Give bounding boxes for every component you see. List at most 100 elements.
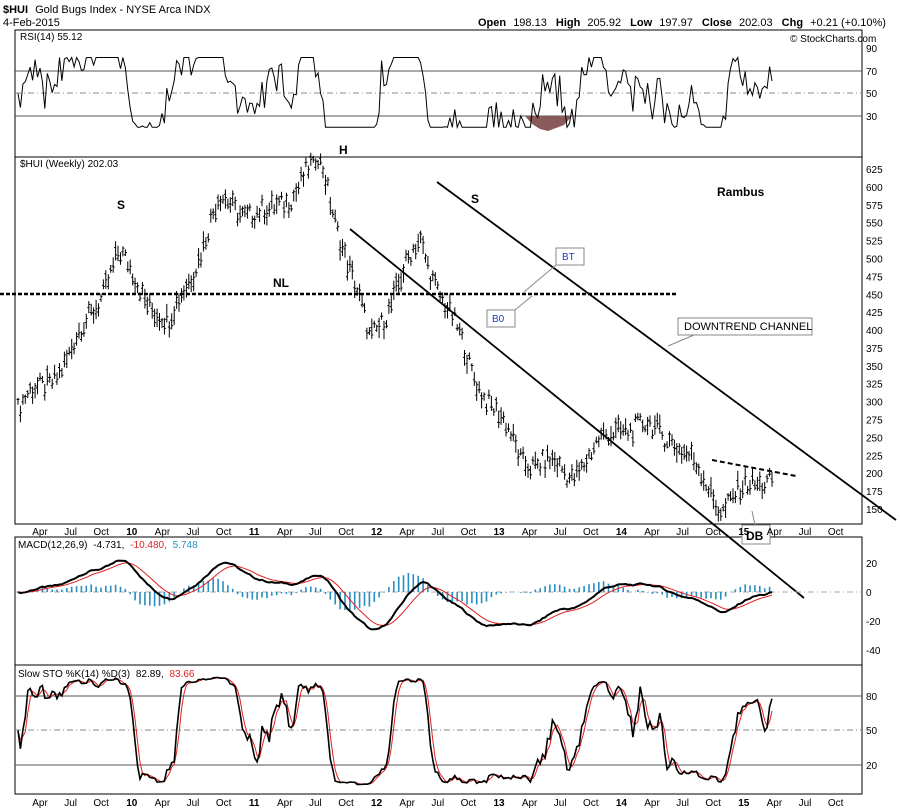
bo-callout-box: [486, 309, 516, 328]
macd-hist-bar: [705, 592, 707, 599]
macd-hist-bar: [344, 592, 346, 610]
x-axis-label: 15: [738, 798, 750, 809]
macd-hist-bar: [700, 592, 702, 598]
macd-hist-bar: [661, 592, 663, 595]
macd-hist-bar: [749, 585, 751, 592]
macd-hist-bar: [319, 589, 322, 592]
macd-tick-minus-40: -40: [866, 646, 881, 657]
macd-hist-bar: [95, 586, 97, 592]
macd-hist-bar: [715, 592, 717, 600]
head-label: H: [339, 143, 348, 157]
x-axis-label: Oct: [705, 798, 721, 809]
macd-hist-bar: [153, 592, 156, 607]
rsi-tick-90: 90: [866, 44, 878, 55]
x-axis-label: 14: [616, 798, 628, 809]
rsi-oversold-fill: [525, 116, 572, 131]
price-tick-525: 525: [866, 237, 883, 248]
macd-hist-bar: [66, 588, 68, 592]
x-axis-lower: Apr Jul Oct 10 Apr Jul Oct 11 Apr Jul Oct 12 Apr Jul O…: [32, 798, 843, 809]
macd-hist-bar: [280, 592, 283, 594]
sto-k-line: [17, 676, 773, 786]
x-axis-label: Jul: [187, 527, 200, 538]
macd-hist-bar: [295, 592, 297, 593]
macd-hist-bar: [383, 592, 385, 593]
bo-callout-pointer: [514, 295, 533, 311]
macd-hist-bar: [256, 592, 258, 600]
channel-lower-line: [349, 228, 805, 599]
macd-hist-bar: [90, 584, 92, 592]
macd-hist-bar: [149, 592, 151, 606]
x-axis-label: 13: [493, 527, 505, 538]
macd-hist-bar: [690, 592, 693, 596]
price-tick-250: 250: [866, 433, 883, 444]
macd-hist-bar: [554, 584, 556, 592]
macd-hist-bar: [109, 585, 112, 592]
macd-hist-bar: [251, 592, 254, 600]
macd-hist-bar: [305, 587, 307, 592]
x-axis-label: 14: [616, 527, 628, 538]
macd-hist-bar: [666, 592, 668, 598]
price-tick-400: 400: [866, 326, 883, 337]
x-axis-label: Apr: [277, 798, 293, 809]
macd-hist-bar: [466, 592, 468, 605]
x-axis-label: 13: [493, 798, 505, 809]
rsi-label: RSI(14) 55.12: [20, 32, 83, 43]
low-value: 197.97: [659, 17, 693, 29]
macd-hist-bar: [51, 589, 53, 592]
sto-tick-80: 80: [866, 692, 878, 703]
price-tick-550: 550: [866, 219, 883, 230]
macd-hist-bar: [558, 584, 561, 592]
macd-hist-bar: [119, 586, 122, 592]
x-axis-label: Apr: [522, 798, 538, 809]
macd-hist-bar: [485, 592, 488, 602]
x-axis-label: Jul: [554, 527, 567, 538]
rsi-line: [17, 56, 773, 130]
macd-hist-bar: [46, 588, 49, 592]
price-bars: [16, 152, 774, 522]
x-axis-label: Jul: [187, 798, 200, 809]
macd-hist-bar: [412, 574, 415, 592]
macd-hist-bar: [285, 592, 288, 594]
macd-label-prefix: MACD(12,26,9): [18, 540, 87, 551]
chart-header: $HUI Gold Bugs Index - NYSE Arca INDX 4-…: [3, 4, 886, 45]
macd-hist-value: 5.748: [173, 540, 198, 551]
close-label: Close: [702, 17, 732, 29]
macd-hist-bar: [378, 592, 380, 598]
macd-hist-bar: [222, 581, 224, 592]
macd-hist-bar: [275, 592, 278, 596]
price-tick-175: 175: [866, 487, 883, 498]
bt-callout-box: [555, 247, 585, 266]
channel-callout-pointer: [667, 334, 695, 347]
x-axis-label: 10: [126, 798, 138, 809]
x-axis-label: Jul: [676, 527, 689, 538]
price-panel: 625 600 575 550 525 500 475 450 425 400 375 350 325 3…: [0, 143, 897, 599]
macd-panel: 20 0 -20 -40 MACD(12,26,9) -4.731, -10.4…: [15, 540, 881, 657]
macd-hist-bar: [363, 592, 366, 606]
x-axis-label: Oct: [461, 798, 477, 809]
rsi-tick-70: 70: [866, 67, 878, 78]
macd-hist-bar: [763, 588, 766, 592]
bo-callout-label: B0: [492, 314, 505, 325]
price-tick-575: 575: [866, 201, 883, 212]
macd-signal-value: -10.480,: [130, 540, 167, 551]
symbol: $HUI: [3, 4, 28, 16]
rsi-tick-30: 30: [866, 112, 878, 123]
close-value: 202.03: [739, 17, 773, 29]
macd-histogram: [22, 573, 771, 611]
macd-hist-bar: [475, 592, 478, 605]
macd-hist-bar: [583, 586, 585, 592]
macd-hist-bar: [353, 592, 356, 610]
macd-hist-bar: [695, 592, 698, 597]
macd-hist-bar: [524, 592, 527, 593]
macd-hist-bar: [588, 584, 590, 592]
db-callout-box: [741, 524, 771, 545]
price-y-axis: 625 600 575 550 525 500 475 450 425 400 375 350 325 3…: [866, 165, 883, 516]
macd-hist-bar: [598, 581, 600, 592]
x-axis-label: Apr: [155, 798, 171, 809]
price-tick-475: 475: [866, 272, 883, 283]
x-axis-label: Oct: [828, 798, 844, 809]
rsi-panel: 90 70 50 30 RSI(14) 55.12: [15, 32, 878, 131]
macd-hist-bar: [290, 592, 293, 596]
macd-hist-bar: [231, 588, 234, 592]
price-tick-225: 225: [866, 451, 883, 462]
